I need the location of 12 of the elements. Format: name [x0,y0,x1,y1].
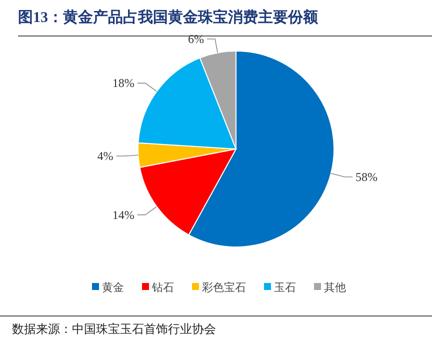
data-label: 4% [97,149,114,164]
data-label: 18% [112,76,134,90]
data-label: 6% [188,32,204,46]
legend-label: 玉石 [274,282,296,294]
data-label: 58% [355,170,378,184]
chart-title: 图13：黄金产品占我国黄金珠宝消费主要份额 [18,8,319,26]
data-label: 14% [112,208,134,222]
legend-label: 其他 [324,281,346,294]
source-note: 数据来源：中国珠宝玉石首饰行业协会 [12,322,216,336]
legend-label: 黄金 [102,281,124,294]
legend-label: 彩色宝石 [202,281,246,294]
legend-label: 钻石 [151,282,174,294]
